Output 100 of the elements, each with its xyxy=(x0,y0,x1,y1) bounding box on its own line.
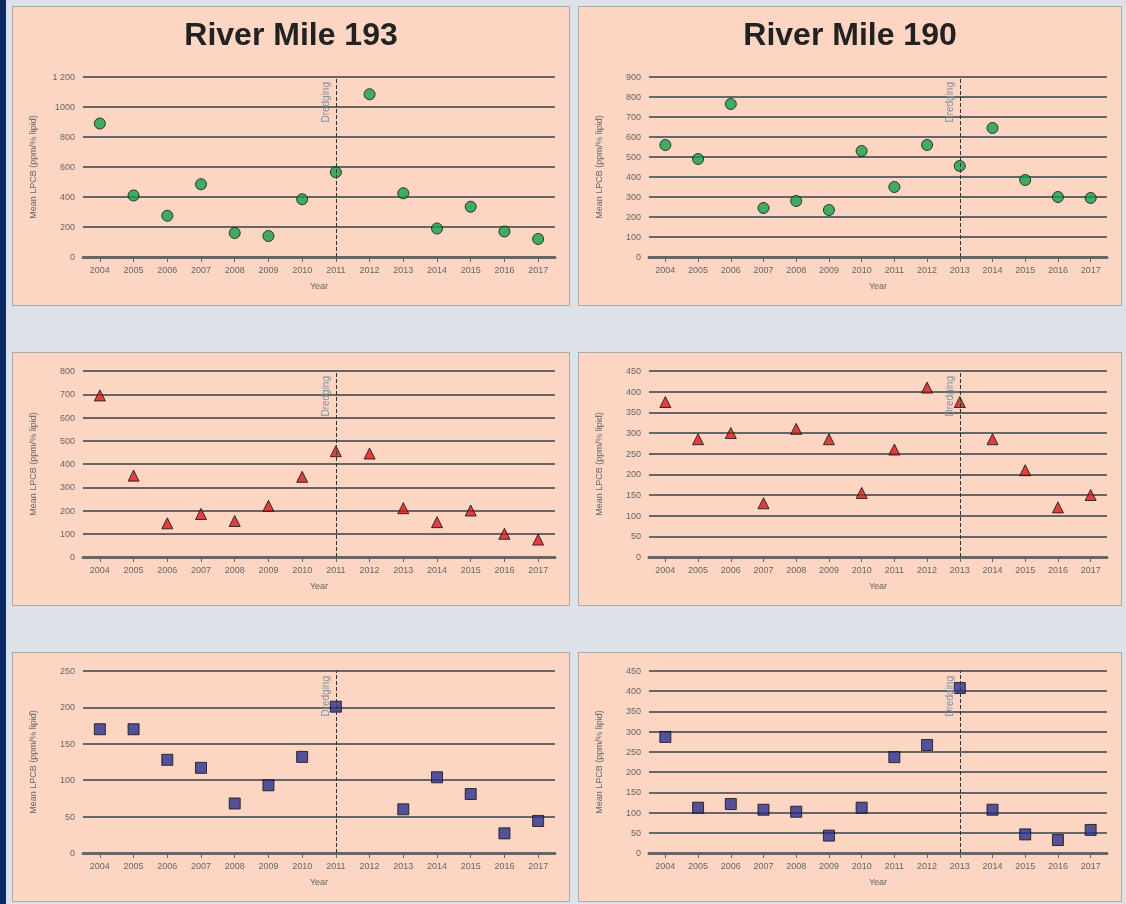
x-tick-label: 2013 xyxy=(949,860,970,871)
x-tick-label: 2015 xyxy=(1015,264,1036,275)
y-tick-label: 150 xyxy=(625,787,641,798)
point xyxy=(692,433,705,446)
point xyxy=(921,139,934,151)
y-tick-label: 800 xyxy=(625,92,641,102)
x-tick-label: 2014 xyxy=(982,860,1003,871)
x-tick-label: 2011 xyxy=(326,860,346,871)
point xyxy=(1019,464,1032,477)
x-tick-label: 2004 xyxy=(89,860,110,871)
y-tick-label: 600 xyxy=(625,132,641,142)
x-tick-label: 2007 xyxy=(190,264,212,275)
point xyxy=(431,222,443,235)
point xyxy=(532,233,545,245)
point xyxy=(888,751,901,764)
y-tick-label: 700 xyxy=(625,112,641,122)
x-tick-label: 2013 xyxy=(393,264,414,275)
x-tick-label: 2017 xyxy=(528,264,549,275)
point xyxy=(296,750,309,763)
x-tick-label: 2016 xyxy=(494,264,515,275)
point xyxy=(93,723,106,736)
x-tick-label: 2017 xyxy=(1080,264,1101,275)
x-tick-label: 2008 xyxy=(224,860,245,871)
x-tick-label: 2007 xyxy=(753,264,774,275)
point xyxy=(822,204,835,216)
point xyxy=(228,797,241,810)
y-axis-title: Mean LPCB (ppm/% lipid) xyxy=(593,412,604,516)
x-tick-label: 2010 xyxy=(851,264,872,275)
point xyxy=(228,514,241,527)
x-tick-label: 2009 xyxy=(818,564,839,575)
y-tick-label: 50 xyxy=(630,827,641,838)
point xyxy=(498,527,511,540)
x-tick-label: 2009 xyxy=(818,860,839,871)
x-tick-label: 2014 xyxy=(426,860,448,871)
x-tick-label: 2009 xyxy=(258,264,279,275)
y-axis-title: Mean LPCB (ppm/% lipid) xyxy=(27,412,38,516)
y-tick-label: 100 xyxy=(625,807,641,818)
point xyxy=(464,504,477,517)
point xyxy=(1084,823,1097,836)
y-tick-label: 400 xyxy=(59,192,75,202)
x-tick-label: 2007 xyxy=(190,564,212,575)
point xyxy=(953,160,966,172)
point xyxy=(757,497,770,510)
y-tick-label: 900 xyxy=(625,72,641,82)
y-tick-label: 1000 xyxy=(54,102,75,112)
x-tick-label: 2013 xyxy=(949,564,970,575)
x-tick-label: 2005 xyxy=(688,564,709,575)
y-tick-label: 400 xyxy=(625,686,641,697)
x-tick-label: 2013 xyxy=(393,564,414,575)
x-tick-label: 2014 xyxy=(426,564,448,575)
x-tick-label: 2004 xyxy=(655,264,676,275)
y-tick-label: 200 xyxy=(625,212,641,222)
x-tick-label: 2017 xyxy=(1080,564,1101,575)
point xyxy=(659,730,672,743)
x-tick-label: 2015 xyxy=(460,564,481,575)
point xyxy=(431,516,443,529)
point xyxy=(855,486,868,499)
point xyxy=(822,433,835,446)
x-tick-label: 2009 xyxy=(258,860,279,871)
x-axis-title: Year xyxy=(309,876,329,887)
x-tick-label: 2016 xyxy=(1047,264,1068,275)
point xyxy=(262,499,275,512)
point xyxy=(1051,834,1064,847)
y-tick-label: 450 xyxy=(625,666,641,676)
y-axis-title: Mean LPCB (ppm/% lipid) xyxy=(27,115,38,219)
point xyxy=(498,225,511,238)
y-tick-label: 0 xyxy=(635,552,641,562)
x-tick-label: 2006 xyxy=(720,564,741,575)
x-tick-label: 2015 xyxy=(460,860,481,871)
ref-line-label: Dredging xyxy=(944,376,956,417)
point xyxy=(790,195,803,207)
x-tick-label: 2008 xyxy=(786,264,807,275)
point xyxy=(1051,501,1064,514)
x-axis-title: Year xyxy=(868,876,888,887)
point xyxy=(228,227,241,239)
x-tick-label: 2007 xyxy=(753,860,774,871)
x-tick-label: 2012 xyxy=(359,860,380,871)
x-tick-label: 2006 xyxy=(157,860,178,871)
x-tick-label: 2005 xyxy=(123,564,144,575)
point xyxy=(790,805,803,818)
y-tick-label: 800 xyxy=(59,366,75,376)
point xyxy=(363,447,376,460)
point xyxy=(93,389,106,402)
y-tick-label: 0 xyxy=(635,848,641,858)
y-tick-label: 100 xyxy=(59,528,75,539)
x-tick-label: 2014 xyxy=(982,564,1003,575)
point xyxy=(790,422,803,435)
point xyxy=(1019,174,1032,186)
y-tick-label: 200 xyxy=(625,469,641,480)
x-tick-label: 2014 xyxy=(426,264,448,275)
point xyxy=(888,181,901,193)
point xyxy=(921,739,934,752)
point xyxy=(1084,489,1097,501)
point xyxy=(195,178,207,191)
x-tick-label: 2005 xyxy=(123,264,144,275)
point xyxy=(127,469,140,482)
ref-line-label: Dredging xyxy=(320,676,332,717)
point xyxy=(888,443,901,456)
point xyxy=(724,427,737,439)
point xyxy=(431,771,443,784)
